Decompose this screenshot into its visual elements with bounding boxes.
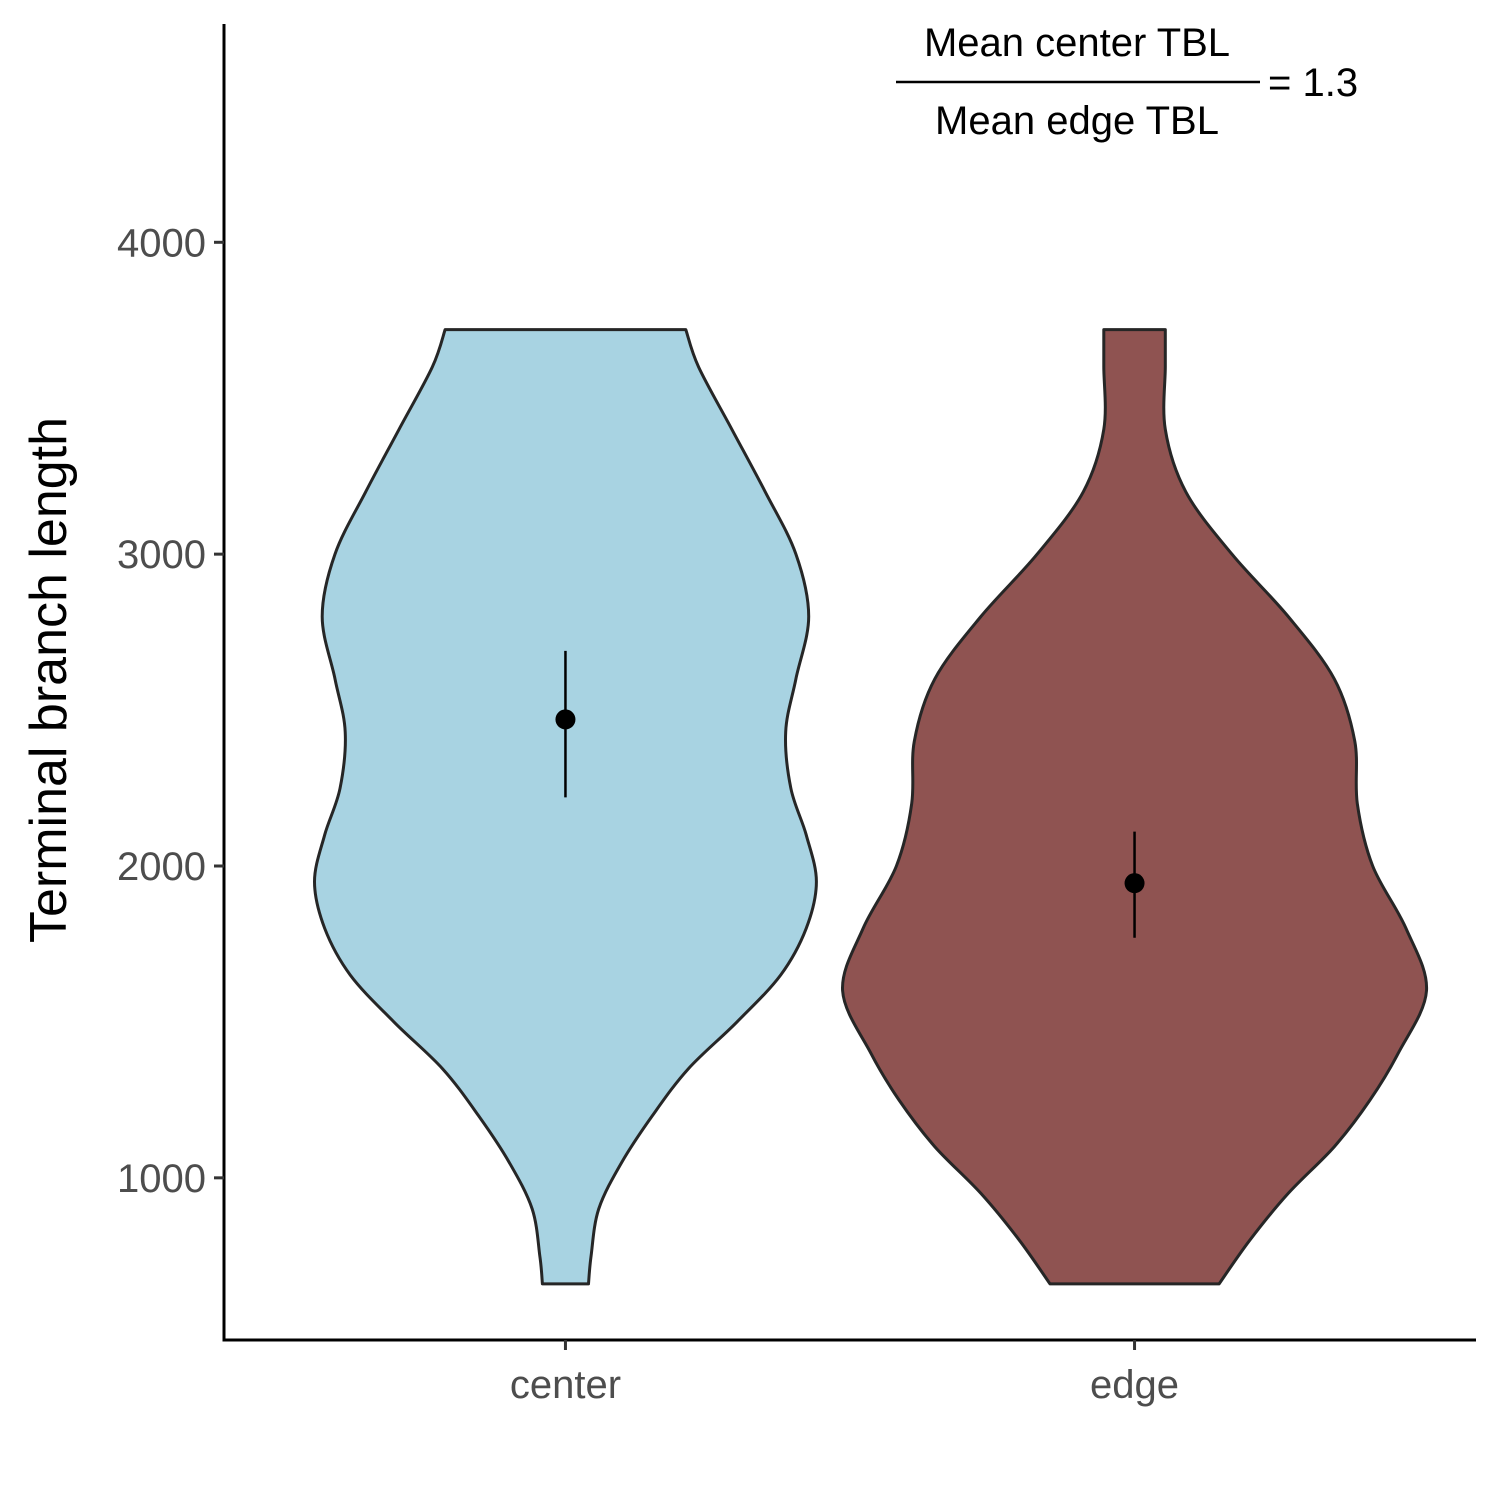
ratio-numerator: Mean center TBL xyxy=(924,21,1230,65)
ratio-denominator: Mean edge TBL xyxy=(935,99,1219,143)
y-tick-label-4000: 4000 xyxy=(117,221,206,265)
y-tick-label-1000: 1000 xyxy=(117,1157,206,1201)
mean-ci-layer xyxy=(555,650,1145,938)
y-tick-label-2000: 2000 xyxy=(117,845,206,889)
mean-point-edge xyxy=(1124,873,1145,894)
violin-center xyxy=(313,328,818,1286)
mean-point-center xyxy=(555,709,576,730)
axes-layer: 1000 2000 3000 4000 center edge xyxy=(117,24,1476,1407)
x-tick-label-edge: edge xyxy=(1090,1363,1179,1407)
violins-layer xyxy=(313,328,1429,1286)
violin-edge xyxy=(841,328,1429,1286)
y-tick-label-3000: 3000 xyxy=(117,533,206,577)
ratio-value: = 1.3 xyxy=(1268,61,1358,105)
ratio-annotation: Mean center TBL Mean edge TBL = 1.3 xyxy=(896,21,1358,143)
y-axis-title: Terminal branch length xyxy=(20,417,78,943)
x-tick-label-center: center xyxy=(510,1363,621,1407)
